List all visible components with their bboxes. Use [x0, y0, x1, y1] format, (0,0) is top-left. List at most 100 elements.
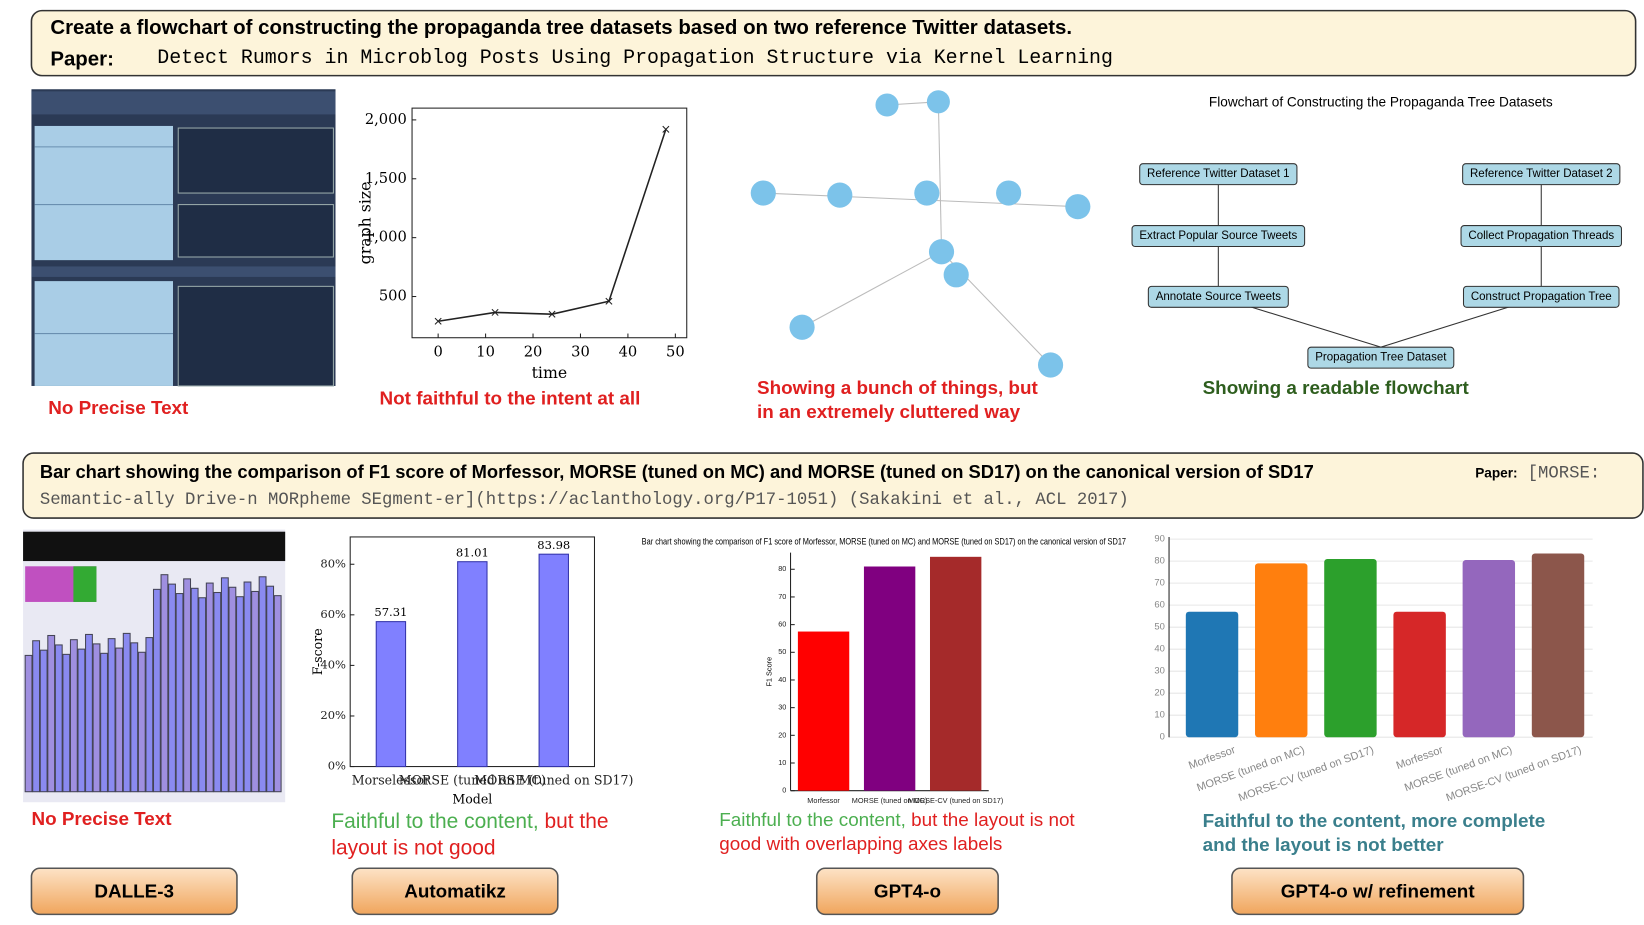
bar — [1255, 563, 1308, 738]
decoration — [236, 596, 244, 793]
decoration — [92, 643, 101, 793]
generated-image — [31, 89, 336, 387]
x-tick-label: MORSE (tuned on MC) — [852, 796, 928, 805]
decoration — [145, 637, 154, 793]
caption: No Precise Text — [48, 397, 189, 418]
model-button — [30, 867, 238, 916]
decoration — [130, 642, 139, 793]
prompt: Bar chart showing the comparison of F1 s… — [40, 461, 1314, 482]
x-axis-label: Model — [452, 792, 492, 807]
decoration — [243, 581, 252, 793]
marker — [434, 317, 442, 325]
model-label: GPT4-o — [874, 880, 941, 901]
y-tick-label: 500 — [379, 288, 407, 305]
chart-title: Bar chart showing the comparison of F1 s… — [642, 536, 1126, 547]
model-button — [351, 867, 559, 916]
x-tick-label: 20 — [524, 343, 543, 360]
bar — [1324, 558, 1377, 738]
value-label: 57.31 — [374, 605, 407, 619]
decoration — [54, 644, 63, 793]
x-tick-label: MORSE-CV (tuned on SD17) — [908, 796, 1003, 805]
node-label: Reference Twitter Dataset 1 — [1147, 168, 1290, 180]
bar — [538, 553, 569, 768]
decoration — [228, 586, 237, 793]
node-label: Annotate Source Tweets — [1156, 291, 1282, 303]
node-label: Construct Propagation Tree — [1471, 291, 1612, 303]
decoration — [168, 583, 176, 793]
caption: Faithful to the content, more complete — [1203, 810, 1546, 831]
decoration — [258, 576, 267, 793]
bar — [797, 631, 850, 791]
y-tick-label: 20 — [778, 730, 786, 739]
marker — [491, 308, 499, 316]
marker — [605, 297, 613, 305]
x-tick-label: MORSE (tuned on SD17) — [474, 773, 633, 788]
x-axis-label: time — [532, 363, 568, 382]
paper-title: Semantic-ally Drive-n MORpheme SEgment-e… — [40, 491, 1129, 510]
decoration — [160, 574, 169, 793]
paper-label: Paper: — [1475, 466, 1517, 481]
plot-frame — [411, 107, 688, 339]
decoration — [205, 582, 214, 793]
node — [1139, 163, 1298, 186]
y-tick-label: 10 — [1154, 709, 1164, 720]
decoration — [85, 633, 93, 793]
y-tick-label: 80 — [1154, 555, 1164, 566]
node-label: Propagation Tree Dataset — [1315, 352, 1447, 364]
x-tick-label: Morfessor — [1187, 744, 1237, 772]
decoration — [122, 632, 131, 793]
node-label: Collect Propagation Threads — [1468, 230, 1614, 242]
caption-part: No Precise Text — [48, 397, 189, 418]
paper-title: Detect Rumors in Microblog Posts Using P… — [157, 46, 1113, 69]
y-tick-label: 0% — [328, 759, 346, 773]
decoration — [39, 649, 48, 793]
node — [1307, 346, 1455, 369]
decoration — [273, 595, 282, 793]
bar — [1531, 553, 1585, 738]
bar — [863, 566, 916, 791]
x-tick-label: MORSE-CV (tuned on SD17) — [1237, 744, 1376, 804]
bar — [929, 556, 982, 791]
y-tick-label: 80 — [778, 564, 786, 573]
decoration — [220, 577, 229, 793]
y-tick-label: 60 — [778, 620, 786, 629]
decoration — [175, 593, 184, 793]
decoration — [32, 640, 41, 793]
y-axis-label: F-score — [310, 628, 325, 675]
caption-part: Showing a readable flowchart — [1203, 377, 1470, 398]
node — [1462, 163, 1621, 186]
x-tick-label: 40 — [619, 343, 638, 360]
x-tick-label: 30 — [571, 343, 590, 360]
y-tick-label: 1,000 — [365, 229, 407, 246]
y-tick-label: 30 — [778, 703, 786, 712]
x-tick-label: 50 — [666, 343, 685, 360]
caption: Showing a readable flowchart — [1203, 377, 1470, 398]
x-tick-label: Morfessor — [1395, 744, 1445, 772]
caption-part: but the layout is not — [906, 809, 1076, 830]
decoration — [190, 587, 199, 793]
caption-part: Not faithful to the intent at all — [380, 388, 641, 409]
model-label: DALLE-3 — [94, 880, 174, 901]
node-label: Extract Popular Source Tweets — [1139, 230, 1297, 242]
marker — [662, 125, 670, 133]
y-axis-label: graph size — [355, 182, 374, 265]
caption: and the layout is not better — [1203, 834, 1445, 855]
bar — [1185, 611, 1239, 738]
decoration — [213, 591, 222, 793]
y-tick-label: 0 — [782, 786, 786, 795]
decoration — [62, 653, 71, 793]
model-button — [815, 867, 999, 916]
x-tick-label: Morfessor — [807, 796, 840, 805]
marker — [548, 310, 556, 318]
bar — [375, 621, 407, 768]
y-tick-label: 20 — [1154, 687, 1164, 698]
caption: good with overlapping axes labels — [719, 833, 1002, 854]
y-tick-label: 60% — [320, 607, 346, 621]
caption-part: but the — [539, 810, 609, 833]
x-tick-label: MORSE-CV (tuned on SD17) — [1445, 744, 1584, 804]
value-label: 81.01 — [456, 545, 489, 559]
node — [1147, 285, 1289, 308]
y-tick-label: 80% — [320, 556, 346, 570]
x-tick-label: Morselessor — [352, 773, 431, 788]
